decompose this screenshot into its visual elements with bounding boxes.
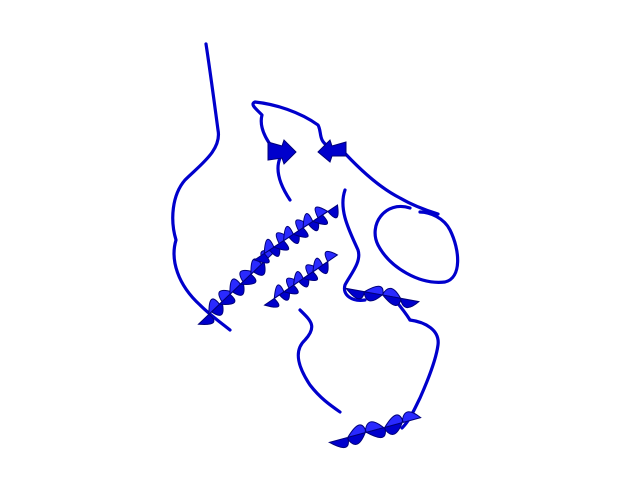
beta-strand-left — [267, 139, 297, 165]
helix-bottom — [327, 411, 422, 449]
helix-center-mid — [263, 250, 339, 308]
helix-bottom-turn — [327, 431, 367, 449]
helix-small-right-turn — [381, 294, 420, 308]
right-loop-ring — [373, 204, 460, 284]
helix-center-upper — [253, 204, 339, 264]
strand-group — [267, 139, 347, 165]
middle-coil — [296, 308, 342, 414]
n-terminal-coil — [171, 42, 232, 332]
helix-center-mid-turn — [312, 250, 339, 273]
helix-center-upper-turn — [311, 204, 339, 225]
top-right-loop — [338, 146, 440, 216]
coil-loops — [171, 42, 460, 430]
helix-bottom-turn — [383, 411, 422, 429]
top-loop — [251, 100, 330, 202]
inner-loop — [341, 188, 367, 302]
helix-group — [197, 204, 422, 449]
beta-strand-right — [317, 139, 347, 163]
helix-small-right — [344, 285, 420, 308]
